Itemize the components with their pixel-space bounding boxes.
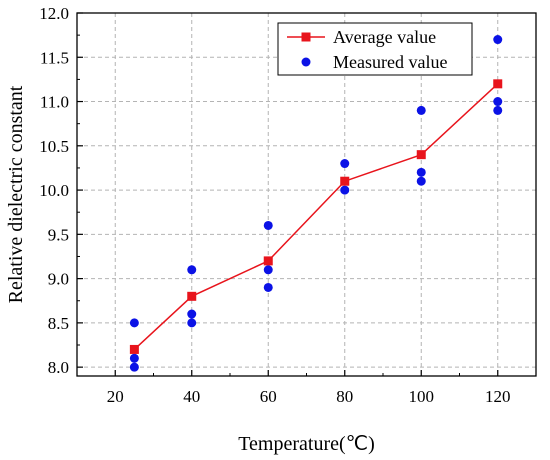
average-point-0 [129, 344, 139, 354]
y-tick-label-4: 10.0 [39, 181, 69, 200]
y-tick-label-0: 8.0 [48, 358, 69, 377]
measured-point-13 [416, 176, 426, 186]
legend-measured-marker [301, 57, 311, 67]
x-tick-label-1: 40 [183, 387, 200, 406]
measured-point-6 [263, 220, 273, 230]
average-point-4 [416, 150, 426, 160]
axis-ticks [77, 12, 499, 376]
series-layer [129, 35, 503, 372]
measured-point-4 [187, 309, 197, 319]
x-tick-labels: 20 40 60 80 100 120 [107, 387, 511, 406]
measured-point-7 [263, 265, 273, 275]
legend-box [277, 22, 473, 76]
y-tick-label-1: 8.5 [48, 314, 69, 333]
measured-point-2 [129, 362, 139, 372]
x-tick-label-4: 100 [409, 387, 435, 406]
y-tick-label-7: 11.5 [40, 48, 69, 67]
measured-point-5 [187, 318, 197, 328]
x-axis-title: Temperature(℃) [238, 433, 375, 455]
x-tick-label-0: 20 [107, 387, 124, 406]
legend-average-label: Average value [333, 27, 436, 47]
measured-point-12 [416, 167, 426, 177]
y-tick-label-3: 9.5 [48, 225, 69, 244]
measured-point-14 [493, 35, 503, 45]
measured-point-1 [129, 353, 139, 363]
average-point-5 [493, 79, 503, 89]
legend: Average value Measured value [277, 22, 473, 76]
legend-average-marker [301, 32, 311, 42]
average-point-2 [263, 256, 273, 266]
measured-point-16 [493, 105, 503, 115]
measured-point-11 [416, 105, 426, 115]
average-point-3 [340, 176, 350, 186]
x-tick-label-5: 120 [485, 387, 511, 406]
average-point-1 [187, 291, 197, 301]
measured-point-3 [187, 265, 197, 275]
measured-point-10 [340, 185, 350, 195]
y-axis-title: Relative dielectric constant [5, 85, 27, 303]
average-value-line [133, 83, 499, 350]
y-tick-label-6: 11.0 [40, 93, 69, 112]
measured-point-0 [129, 318, 139, 328]
x-tick-label-2: 60 [260, 387, 277, 406]
measured-point-9 [340, 159, 350, 169]
y-tick-label-2: 9.0 [48, 270, 69, 289]
y-tick-label-8: 12.0 [39, 4, 69, 23]
y-tick-label-5: 10.5 [39, 137, 69, 156]
legend-measured-label: Measured value [333, 52, 447, 72]
y-tick-labels: 8.0 8.5 9.0 9.5 10.0 10.5 11.0 11.5 12.0 [39, 4, 69, 377]
measured-point-8 [263, 282, 273, 292]
x-tick-label-3: 80 [336, 387, 353, 406]
measured-point-15 [493, 97, 503, 107]
